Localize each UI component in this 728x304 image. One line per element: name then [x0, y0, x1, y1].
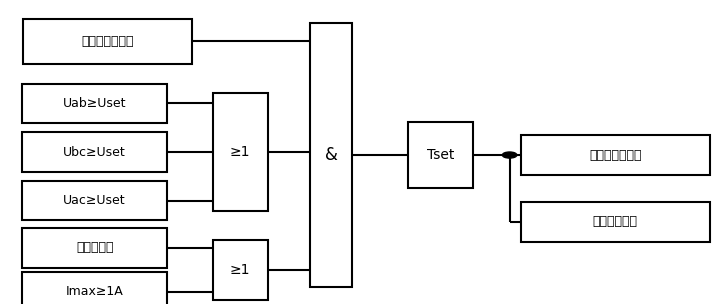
Text: Uac≥Uset: Uac≥Uset	[63, 194, 126, 207]
Text: Tset: Tset	[427, 148, 454, 162]
Text: Imax≥1A: Imax≥1A	[66, 285, 124, 298]
Text: 断路器合位: 断路器合位	[76, 241, 114, 254]
Text: 动作信号远传: 动作信号远传	[593, 216, 638, 228]
Circle shape	[502, 152, 517, 158]
Bar	[22, 228, 167, 268]
Bar	[521, 202, 710, 242]
Text: ≥1: ≥1	[230, 263, 250, 277]
Bar	[22, 132, 167, 172]
Bar	[310, 23, 352, 287]
Text: ≥1: ≥1	[230, 145, 250, 159]
Bar	[22, 84, 167, 123]
Bar	[213, 240, 268, 300]
Bar	[23, 19, 192, 64]
Text: 过电压保护动作: 过电压保护动作	[589, 149, 641, 161]
Text: 过电压保护投入: 过电压保护投入	[82, 35, 134, 47]
Text: Uab≥Uset: Uab≥Uset	[63, 97, 127, 110]
Text: Ubc≥Uset: Ubc≥Uset	[63, 146, 126, 158]
Bar	[22, 272, 167, 304]
Bar	[408, 122, 473, 188]
Bar	[213, 93, 268, 211]
Text: &: &	[325, 146, 338, 164]
Bar	[22, 181, 167, 220]
Bar	[521, 135, 710, 175]
